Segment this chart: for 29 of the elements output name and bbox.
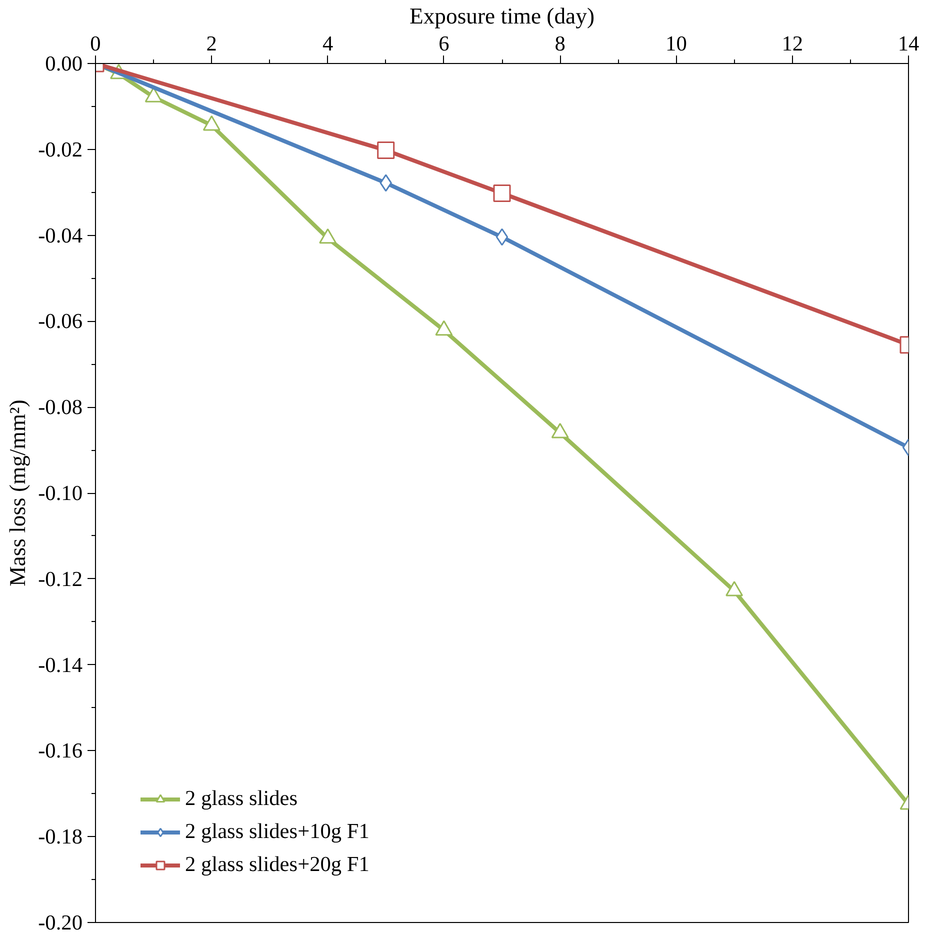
x-axis-title: Exposure time (day) bbox=[410, 4, 594, 28]
x-tick-label: 6 bbox=[438, 32, 450, 56]
y-tick-label: -0.04 bbox=[38, 223, 83, 248]
x-tick-label: 14 bbox=[898, 32, 920, 56]
point bbox=[493, 184, 511, 202]
x-tick-label: 2 bbox=[206, 32, 217, 56]
point bbox=[551, 422, 569, 438]
y-axis-title: Mass loss (mg/mm²) bbox=[5, 400, 30, 586]
point bbox=[377, 142, 395, 160]
x-tick-label: 8 bbox=[554, 32, 566, 56]
legend-label: 2 glass slides+10g F1 bbox=[185, 819, 370, 844]
y-tick-label: -0.06 bbox=[38, 309, 83, 334]
x-tick-label: 4 bbox=[322, 32, 334, 56]
point bbox=[496, 228, 508, 246]
y-tick-label: -0.18 bbox=[38, 824, 83, 849]
x-tick-label: 0 bbox=[90, 32, 101, 56]
point bbox=[435, 320, 453, 336]
x-tick-label: 12 bbox=[782, 32, 804, 56]
y-tick-label: -0.02 bbox=[38, 137, 83, 162]
y-tick-label: -0.08 bbox=[38, 395, 83, 420]
legend-label: 2 glass slides bbox=[185, 786, 298, 811]
y-tick-label: 0.00 bbox=[45, 52, 83, 76]
y-tick-label: -0.20 bbox=[38, 910, 83, 934]
y-tick-label: -0.14 bbox=[38, 652, 83, 677]
legend-label: 2 glass slides+20g F1 bbox=[185, 852, 370, 877]
y-tick-label: -0.12 bbox=[38, 566, 83, 591]
y-tick-label: -0.10 bbox=[38, 481, 83, 505]
x-tick-label: 10 bbox=[666, 32, 687, 56]
y-tick-label: -0.16 bbox=[38, 738, 83, 763]
